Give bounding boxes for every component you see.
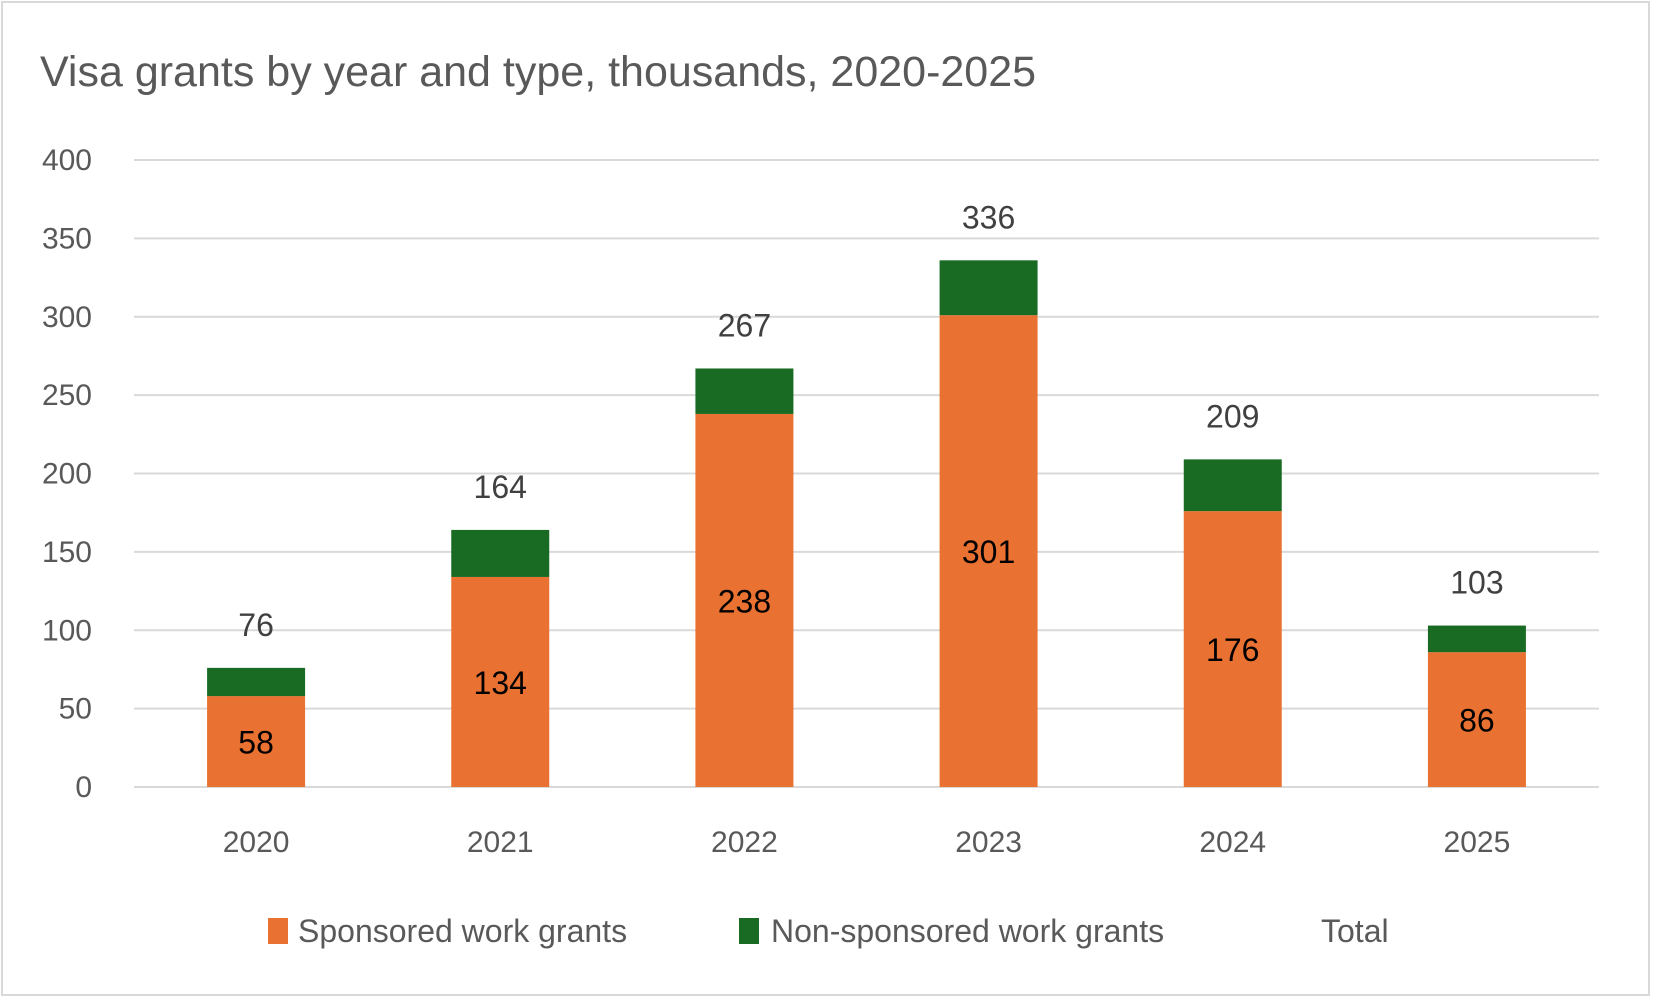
data-label-total-2024: 209 xyxy=(1206,398,1259,434)
y-tick-label-100: 100 xyxy=(42,614,92,647)
y-tick-label-300: 300 xyxy=(42,301,92,334)
y-tick-label-250: 250 xyxy=(42,379,92,412)
data-label-total-2020: 76 xyxy=(238,607,274,643)
data-label-total-2022: 267 xyxy=(718,307,771,343)
bar-non-sponsored-2020 xyxy=(207,667,306,697)
bar-sponsored-2020 xyxy=(207,696,306,787)
x-tick-label-2020: 2020 xyxy=(223,826,290,859)
y-tick-label-200: 200 xyxy=(42,458,92,491)
legend-label-non-sponsored: Non-sponsored work grants xyxy=(771,913,1164,949)
chart-title: Visa grants by year and type, thousands,… xyxy=(40,48,1036,96)
bar-sponsored-2022 xyxy=(695,413,794,787)
legend-swatch-non-sponsored xyxy=(739,918,759,944)
data-label-sponsored-2023: 301 xyxy=(962,534,1015,570)
y-tick-label-0: 0 xyxy=(75,771,92,804)
bar-non-sponsored-2025 xyxy=(1427,625,1526,653)
data-label-sponsored-2021: 134 xyxy=(474,665,527,701)
bar-sponsored-2025 xyxy=(1427,652,1526,787)
legend-label-sponsored: Sponsored work grants xyxy=(298,913,627,949)
data-label-sponsored-2024: 176 xyxy=(1206,632,1259,668)
x-tick-label-2025: 2025 xyxy=(1444,826,1511,859)
legend-swatch-sponsored xyxy=(268,918,288,944)
y-tick-label-50: 50 xyxy=(59,693,92,726)
x-tick-label-2021: 2021 xyxy=(467,826,534,859)
bar-non-sponsored-2021 xyxy=(451,529,550,577)
bar-sponsored-2023 xyxy=(939,315,1038,787)
y-tick-label-150: 150 xyxy=(42,536,92,569)
legend-label-total: Total xyxy=(1321,913,1389,949)
bar-non-sponsored-2022 xyxy=(695,368,794,414)
bar-sponsored-2024 xyxy=(1183,511,1282,787)
y-tick-label-400: 400 xyxy=(42,144,92,177)
bar-non-sponsored-2023 xyxy=(939,260,1038,316)
data-label-total-2021: 164 xyxy=(474,469,527,505)
data-label-total-2023: 336 xyxy=(962,199,1015,235)
x-tick-label-2024: 2024 xyxy=(1199,826,1266,859)
data-label-sponsored-2025: 86 xyxy=(1459,703,1495,739)
data-label-sponsored-2022: 238 xyxy=(718,583,771,619)
legend: Sponsored work grants Non-sponsored work… xyxy=(268,913,1389,949)
y-tick-label-350: 350 xyxy=(42,222,92,255)
data-label-sponsored-2020: 58 xyxy=(238,725,274,761)
x-tick-label-2023: 2023 xyxy=(955,826,1022,859)
bar-sponsored-2021 xyxy=(451,576,550,787)
data-label-total-2025: 103 xyxy=(1450,565,1503,601)
bar-non-sponsored-2024 xyxy=(1183,459,1282,512)
x-tick-label-2022: 2022 xyxy=(711,826,778,859)
